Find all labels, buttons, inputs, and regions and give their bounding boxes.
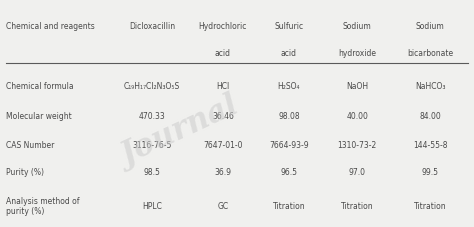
Text: 99.5: 99.5 [422, 167, 439, 176]
Text: HPLC: HPLC [142, 201, 162, 210]
Text: Journal: Journal [117, 91, 244, 172]
Text: Titration: Titration [273, 201, 305, 210]
Text: 36.9: 36.9 [214, 167, 231, 176]
Text: Chemical formula: Chemical formula [6, 82, 74, 91]
Text: hydroxide: hydroxide [338, 49, 376, 57]
Text: 98.08: 98.08 [278, 111, 300, 120]
Text: Titration: Titration [341, 201, 374, 210]
Text: acid: acid [281, 49, 297, 57]
Text: Sodium: Sodium [416, 22, 445, 30]
Text: 98.5: 98.5 [144, 167, 161, 176]
Text: HCl: HCl [216, 82, 229, 91]
Text: 144-55-8: 144-55-8 [413, 141, 447, 149]
Text: C₁₉H₁₇Cl₂N₃O₅S: C₁₉H₁₇Cl₂N₃O₅S [124, 82, 180, 91]
Text: NaOH: NaOH [346, 82, 368, 91]
Text: Analysis method of
purity (%): Analysis method of purity (%) [6, 196, 80, 215]
Text: 7647-01-0: 7647-01-0 [203, 141, 243, 149]
Text: Sulfuric: Sulfuric [274, 22, 303, 30]
Text: H₂SO₄: H₂SO₄ [278, 82, 300, 91]
Text: acid: acid [215, 49, 231, 57]
Text: Sodium: Sodium [343, 22, 372, 30]
Text: 3116-76-5: 3116-76-5 [133, 141, 172, 149]
Text: 97.0: 97.0 [349, 167, 365, 176]
Text: Purity (%): Purity (%) [6, 167, 44, 176]
Text: 1310-73-2: 1310-73-2 [337, 141, 377, 149]
Text: 7664-93-9: 7664-93-9 [269, 141, 309, 149]
Text: Chemical and reagents: Chemical and reagents [6, 22, 95, 30]
Text: 470.33: 470.33 [139, 111, 165, 120]
Text: 36.46: 36.46 [212, 111, 234, 120]
Text: bicarbonate: bicarbonate [407, 49, 453, 57]
Text: GC: GC [217, 201, 228, 210]
Text: Titration: Titration [414, 201, 447, 210]
Text: Hydrochloric: Hydrochloric [199, 22, 247, 30]
Text: Molecular weight: Molecular weight [6, 111, 72, 120]
Text: CAS Number: CAS Number [6, 141, 55, 149]
Text: 84.00: 84.00 [419, 111, 441, 120]
Text: 40.00: 40.00 [346, 111, 368, 120]
Text: 96.5: 96.5 [280, 167, 297, 176]
Text: Dicloxacillin: Dicloxacillin [129, 22, 175, 30]
Text: NaHCO₃: NaHCO₃ [415, 82, 446, 91]
